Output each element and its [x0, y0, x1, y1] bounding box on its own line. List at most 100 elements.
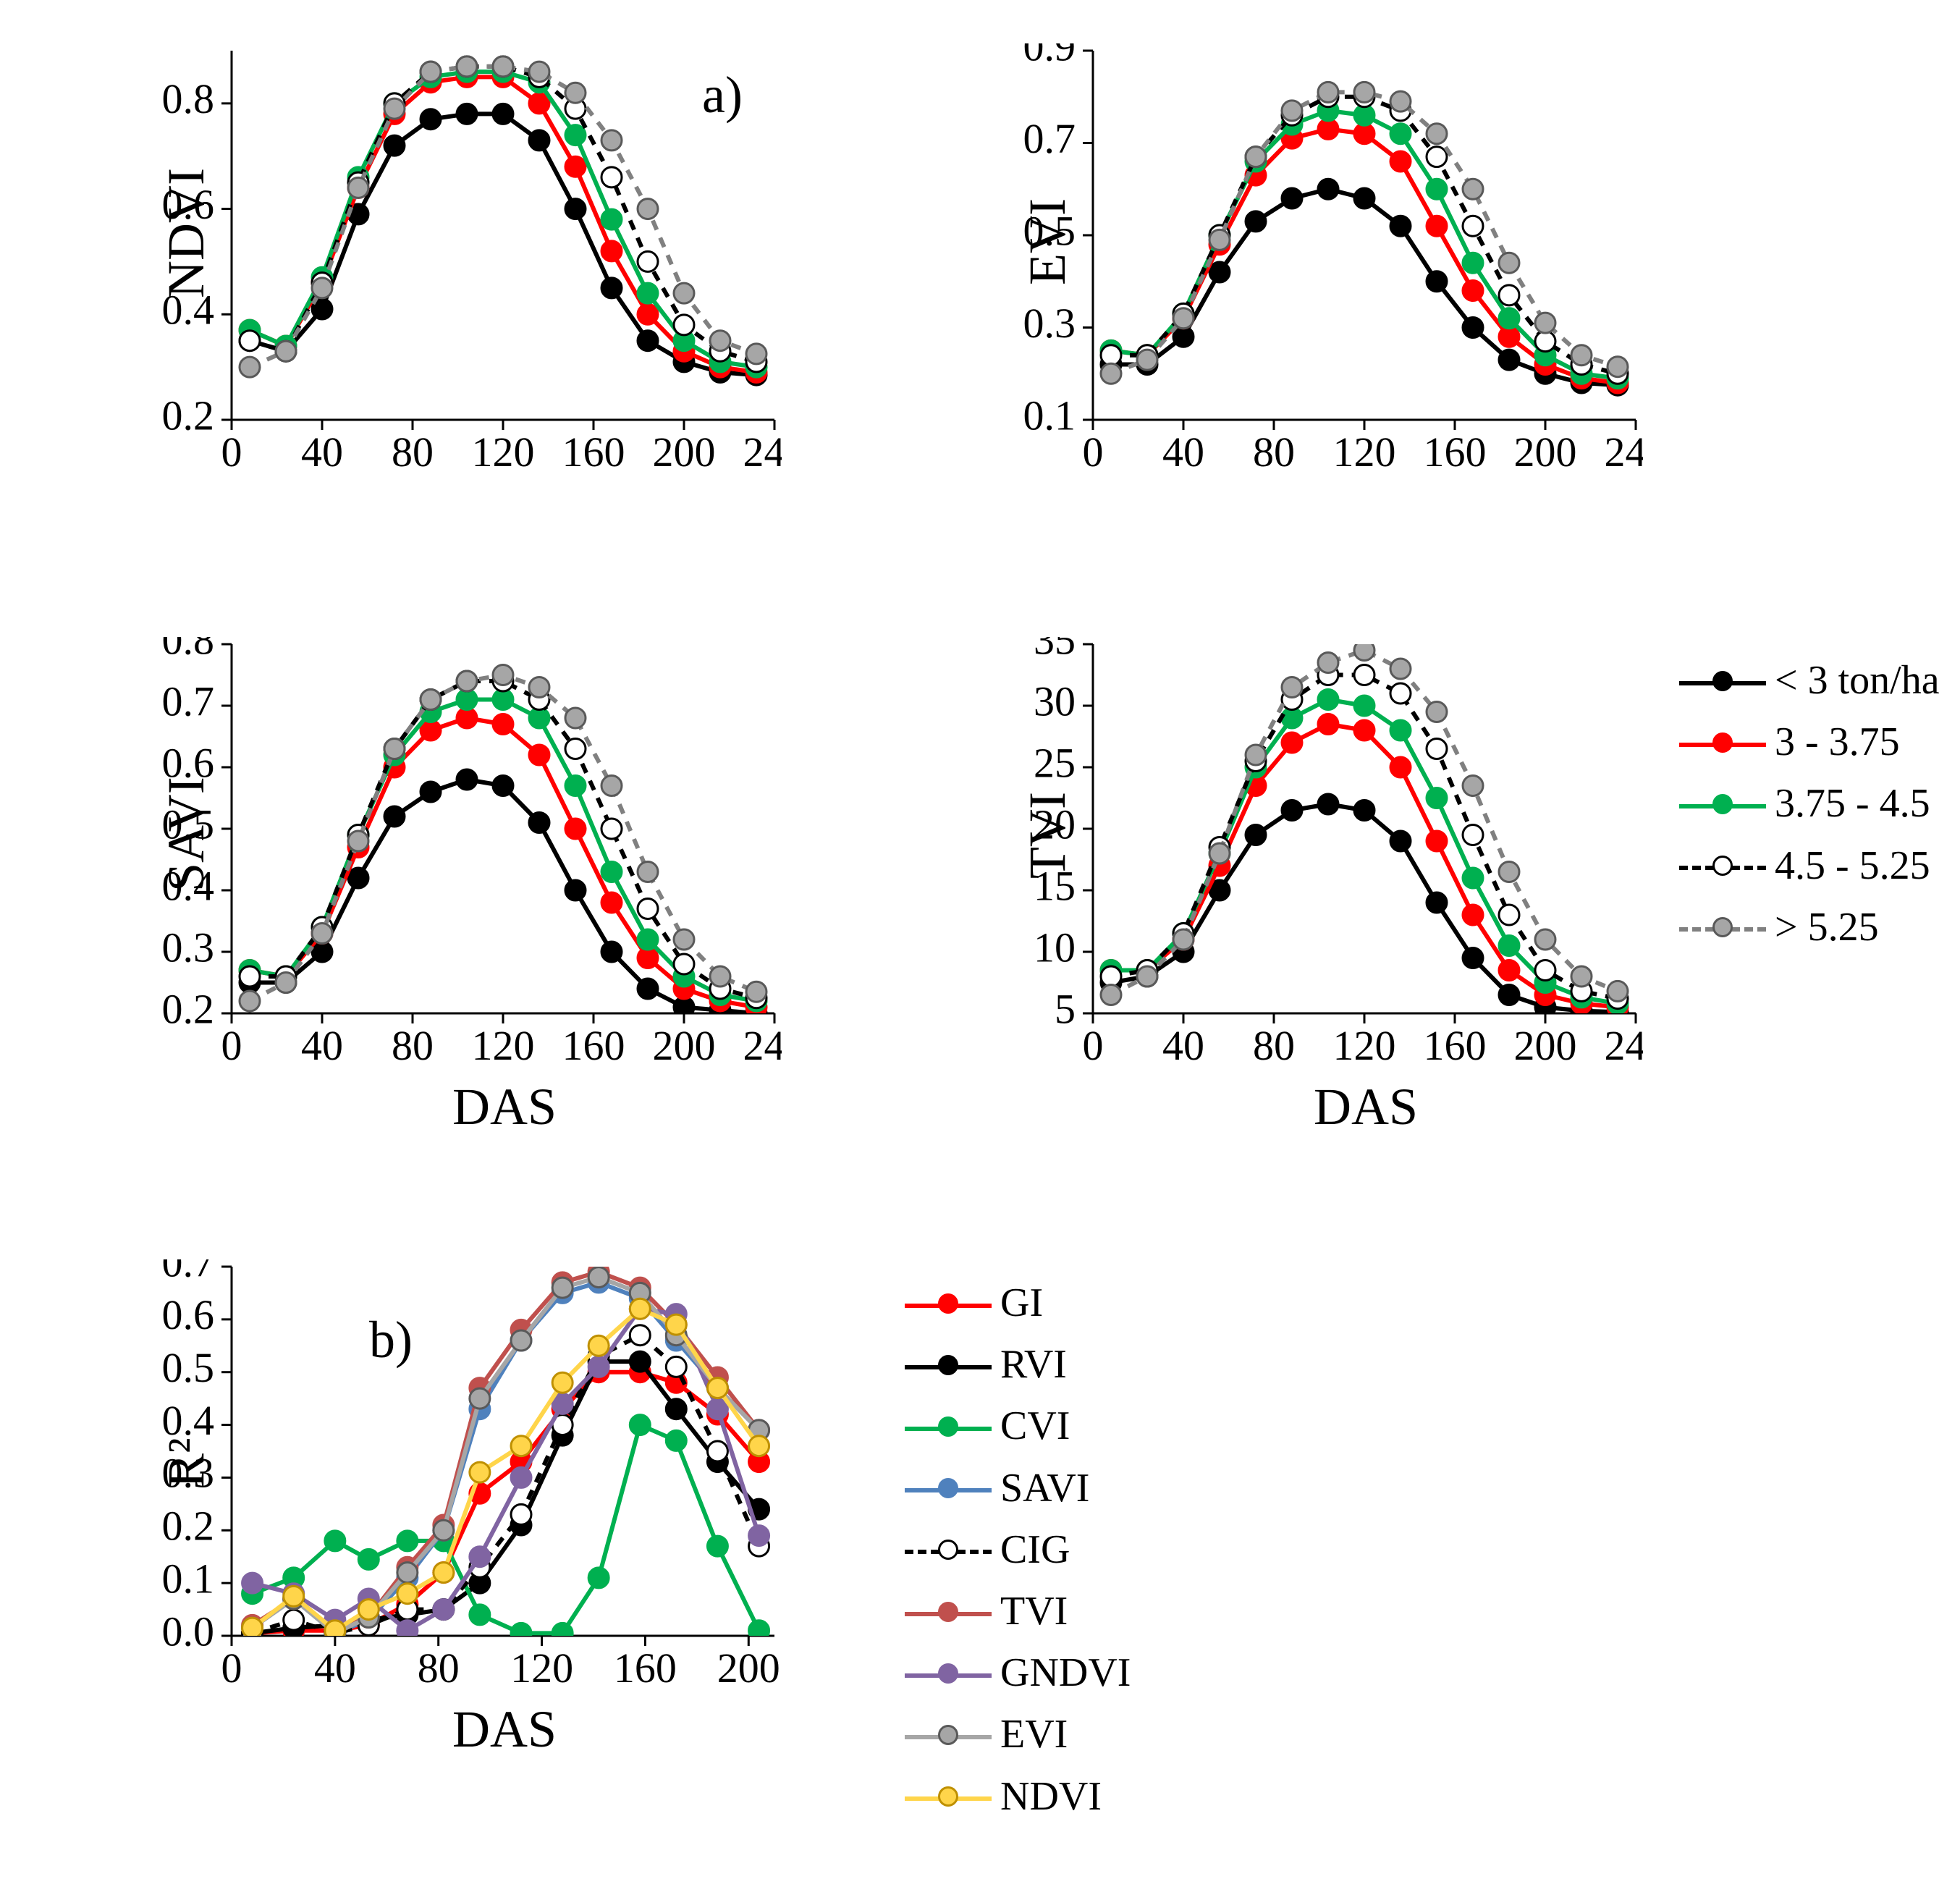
panel-evi: 0.10.30.50.70.904080120160200240	[1013, 43, 1643, 470]
svg-text:0: 0	[1083, 1022, 1104, 1064]
svg-text:10: 10	[1034, 924, 1076, 971]
svg-text:5: 5	[1055, 985, 1076, 1032]
legend-item: TVI	[905, 1582, 1131, 1641]
svg-text:0.9: 0.9	[1023, 43, 1076, 69]
svg-text:160: 160	[562, 1022, 625, 1064]
legend-item: > 5.25	[1679, 898, 1940, 957]
legend-label: CVI	[1000, 1397, 1070, 1456]
svg-text:80: 80	[418, 1644, 460, 1686]
panel-tvi: 510152025303504080120160200240	[1013, 637, 1643, 1064]
legend-label: > 5.25	[1775, 898, 1879, 957]
legend-item: CVI	[905, 1397, 1131, 1456]
legend-label: < 3 ton/ha	[1775, 651, 1940, 710]
svg-text:40: 40	[314, 1644, 356, 1686]
svg-text:0: 0	[221, 428, 242, 470]
svg-text:160: 160	[1424, 1022, 1487, 1064]
legend-item: RVI	[905, 1335, 1131, 1394]
legend-label: NDVI	[1000, 1768, 1102, 1826]
svg-text:35: 35	[1034, 637, 1076, 663]
legend-yield: < 3 ton/ha3 - 3.753.75 - 4.54.5 - 5.25> …	[1679, 651, 1940, 960]
legend-item: 3.75 - 4.5	[1679, 774, 1940, 833]
legend-item: < 3 ton/ha	[1679, 651, 1940, 710]
svg-text:0.8: 0.8	[162, 637, 215, 663]
legend-r2: GIRVICVISAVICIGTVIGNDVIEVINDVI	[905, 1274, 1131, 1829]
legend-label: SAVI	[1000, 1459, 1089, 1518]
svg-text:30: 30	[1034, 677, 1076, 725]
svg-text:0.7: 0.7	[162, 677, 215, 725]
svg-text:80: 80	[1253, 1022, 1295, 1064]
panel-r2: 0.00.10.20.30.40.50.60.704080120160200	[152, 1259, 782, 1686]
ylabel-ndvi: NDVI	[156, 168, 216, 298]
svg-text:0: 0	[1083, 428, 1104, 470]
svg-text:0.2: 0.2	[162, 392, 215, 439]
legend-item: GNDVI	[905, 1644, 1131, 1702]
svg-text:25: 25	[1034, 739, 1076, 786]
ylabel-savi: SAVI	[156, 777, 216, 892]
svg-text:0.0: 0.0	[162, 1608, 215, 1655]
legend-label: 4.5 - 5.25	[1775, 837, 1930, 895]
svg-text:240: 240	[1605, 428, 1644, 470]
ylabel-r2: R²	[156, 1437, 216, 1488]
svg-text:240: 240	[1605, 1022, 1644, 1064]
legend-label: GNDVI	[1000, 1644, 1131, 1702]
panel-ndvi: 0.20.40.60.804080120160200240	[152, 43, 782, 470]
svg-text:0.2: 0.2	[162, 1503, 215, 1550]
svg-text:160: 160	[562, 428, 625, 470]
svg-text:80: 80	[1253, 428, 1295, 470]
svg-text:160: 160	[1424, 428, 1487, 470]
annotation-b: b)	[369, 1310, 413, 1370]
legend-item: EVI	[905, 1705, 1131, 1764]
svg-text:40: 40	[1162, 428, 1204, 470]
ylabel-tvi: TVI	[1018, 792, 1078, 879]
svg-text:40: 40	[301, 1022, 343, 1064]
svg-text:0: 0	[221, 1644, 242, 1686]
svg-text:200: 200	[717, 1644, 780, 1686]
svg-text:120: 120	[472, 1022, 535, 1064]
svg-text:0.3: 0.3	[1023, 300, 1076, 347]
svg-text:0.7: 0.7	[162, 1259, 215, 1285]
annotation-a: a)	[702, 65, 743, 125]
svg-text:0.1: 0.1	[1023, 392, 1076, 439]
svg-text:200: 200	[1514, 428, 1577, 470]
svg-text:0.4: 0.4	[162, 1397, 215, 1444]
svg-text:240: 240	[743, 428, 782, 470]
figure-root: 0.2 0.4 0.6 0.8 0 40 80 120 160 200 240 NDVI a) 0.…	[0, 0, 1960, 1879]
svg-text:200: 200	[1514, 1022, 1577, 1064]
svg-text:0.7: 0.7	[1023, 115, 1076, 162]
legend-item: SAVI	[905, 1459, 1131, 1518]
legend-item: 3 - 3.75	[1679, 713, 1940, 772]
xlabel-savi: DAS	[452, 1077, 557, 1137]
svg-text:0.1: 0.1	[162, 1555, 215, 1602]
svg-text:0.5: 0.5	[162, 1344, 215, 1391]
panel-savi: 0.20.30.40.50.60.70.804080120160200240	[152, 637, 782, 1064]
svg-text:80: 80	[392, 1022, 434, 1064]
svg-text:160: 160	[614, 1644, 677, 1686]
xlabel-tvi: DAS	[1314, 1077, 1418, 1137]
svg-text:120: 120	[510, 1644, 573, 1686]
legend-item: NDVI	[905, 1768, 1131, 1826]
legend-item: 4.5 - 5.25	[1679, 837, 1940, 895]
svg-text:80: 80	[392, 428, 434, 470]
legend-label: GI	[1000, 1274, 1043, 1333]
legend-label: CIG	[1000, 1521, 1070, 1579]
svg-text:40: 40	[1162, 1022, 1204, 1064]
svg-text:0.6: 0.6	[162, 1291, 215, 1338]
legend-item: CIG	[905, 1521, 1131, 1579]
svg-text:120: 120	[1333, 1022, 1396, 1064]
svg-text:0.8: 0.8	[162, 75, 215, 122]
svg-text:0.2: 0.2	[162, 985, 215, 1032]
svg-text:120: 120	[472, 428, 535, 470]
legend-label: 3.75 - 4.5	[1775, 774, 1930, 833]
svg-text:240: 240	[743, 1022, 782, 1064]
legend-label: TVI	[1000, 1582, 1068, 1641]
svg-text:200: 200	[653, 1022, 716, 1064]
xlabel-r2: DAS	[452, 1699, 557, 1760]
legend-item: GI	[905, 1274, 1131, 1333]
svg-text:200: 200	[653, 428, 716, 470]
svg-text:40: 40	[301, 428, 343, 470]
svg-text:0.3: 0.3	[162, 924, 215, 971]
svg-text:120: 120	[1333, 428, 1396, 470]
legend-label: 3 - 3.75	[1775, 713, 1900, 772]
svg-text:0: 0	[221, 1022, 242, 1064]
legend-label: EVI	[1000, 1705, 1068, 1764]
